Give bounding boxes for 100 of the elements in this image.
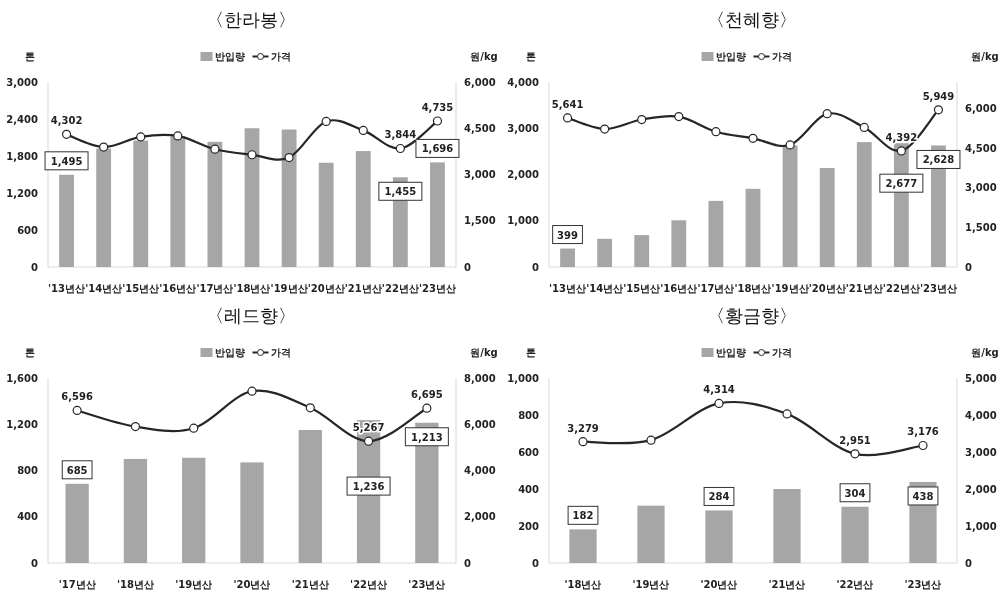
y-tick-label: 1,200 — [6, 418, 39, 430]
x-tick-label: '20년산 — [808, 283, 846, 294]
x-tick-label: '17년산 — [697, 283, 735, 294]
data-label: 438 — [912, 490, 934, 502]
y-tick-label: 400 — [518, 483, 540, 495]
y-tick-label: 1,600 — [6, 372, 39, 384]
bar — [634, 235, 650, 267]
data-label: 5,949 — [922, 90, 955, 102]
point — [748, 133, 758, 143]
bar — [123, 458, 148, 563]
bar — [65, 483, 89, 563]
x-tick-label: '23년산 — [418, 283, 456, 294]
y-tick-label: 2,400 — [6, 113, 39, 125]
y2-tick-label: 6,000 — [464, 418, 496, 430]
data-label: 685 — [66, 464, 88, 476]
bar — [298, 430, 322, 563]
y-tick-label: 1,200 — [6, 187, 39, 199]
x-tick-label: '21년산 — [768, 579, 806, 590]
bar — [841, 506, 869, 563]
data-label: 3,279 — [567, 422, 599, 434]
data-label: 1,455 — [384, 186, 417, 198]
bar — [819, 168, 835, 267]
legend-label: 가격 — [771, 51, 792, 62]
point — [782, 409, 792, 419]
bar — [430, 162, 445, 267]
x-tick-label: '22년산 — [836, 579, 874, 590]
y-tick-label: 600 — [518, 446, 540, 458]
bar — [745, 188, 761, 267]
y-tick-label: 2,000 — [507, 169, 540, 180]
bar — [671, 220, 687, 267]
data-label: 3,176 — [907, 426, 939, 438]
data-label: 284 — [708, 491, 730, 503]
point — [321, 116, 331, 127]
bar — [856, 142, 872, 267]
point — [933, 105, 944, 115]
data-label: 2,951 — [839, 434, 871, 446]
point — [247, 386, 257, 396]
y2-tick-label: 4,000 — [965, 409, 997, 421]
y-tick-label: 4,000 — [507, 76, 540, 88]
point — [850, 449, 860, 459]
bar — [773, 489, 801, 563]
chart-title: 〈레드향〉 — [205, 305, 296, 326]
legend-label: 반입량 — [715, 51, 746, 62]
bar — [96, 148, 112, 267]
data-label: 3,844 — [384, 129, 417, 141]
x-tick-label: '23년산 — [919, 283, 957, 294]
legend-label: 가격 — [270, 51, 291, 62]
x-tick-label: '17년산 — [196, 283, 234, 294]
x-tick-label: '20년산 — [307, 283, 345, 294]
data-label: 4,302 — [50, 115, 83, 127]
y-axis-title: 톤 — [25, 347, 35, 358]
bar — [281, 129, 297, 267]
bar — [705, 510, 733, 563]
data-label: 304 — [844, 487, 866, 499]
y2-tick-label: 6,000 — [965, 102, 997, 114]
x-tick-label: '22년산 — [882, 283, 920, 294]
bar — [708, 200, 724, 267]
bar — [318, 162, 334, 267]
y-tick-label: 1,000 — [507, 372, 540, 384]
point — [785, 140, 795, 150]
legend-label: 반입량 — [214, 51, 245, 62]
point — [714, 398, 724, 408]
x-tick-label: '19년산 — [632, 579, 670, 590]
legend-label: 반입량 — [214, 347, 245, 358]
chart-title: 〈황금향〉 — [706, 305, 797, 326]
point — [600, 124, 610, 134]
data-label: 1,236 — [352, 481, 385, 493]
point — [562, 113, 573, 123]
chart-title: 〈한라봉〉 — [205, 9, 296, 30]
x-tick-label: '17년산 — [58, 579, 96, 590]
point — [358, 125, 368, 136]
bar — [569, 529, 597, 563]
point — [247, 150, 257, 160]
bar — [597, 238, 613, 267]
y2-tick-label: 3,000 — [464, 169, 496, 180]
x-tick-label: '22년산 — [381, 283, 419, 294]
data-label: 4,735 — [421, 102, 454, 113]
data-label: 1,696 — [421, 143, 454, 155]
y2-tick-label: 0 — [965, 557, 972, 569]
y-tick-label: 0 — [532, 557, 540, 569]
data-label: 4,392 — [885, 131, 918, 143]
data-label: 1,495 — [50, 155, 83, 167]
y2-tick-label: 0 — [965, 261, 972, 273]
point — [578, 437, 588, 447]
bar — [182, 457, 206, 563]
bar — [244, 128, 260, 267]
y2-tick-label: 1,500 — [464, 215, 496, 227]
y-tick-label: 3,000 — [6, 76, 39, 88]
x-tick-label: '18년산 — [734, 283, 772, 294]
point — [711, 127, 721, 137]
x-tick-label: '20년산 — [700, 579, 738, 590]
bar — [355, 151, 371, 267]
y2-axis-title: 원/kg — [470, 51, 498, 62]
point — [99, 142, 109, 152]
point — [822, 109, 832, 119]
y2-tick-label: 3,000 — [965, 182, 997, 194]
point — [210, 144, 220, 154]
data-label: 182 — [572, 510, 594, 522]
x-tick-label: '13년산 — [549, 283, 587, 294]
y2-tick-label: 2,000 — [965, 483, 997, 495]
